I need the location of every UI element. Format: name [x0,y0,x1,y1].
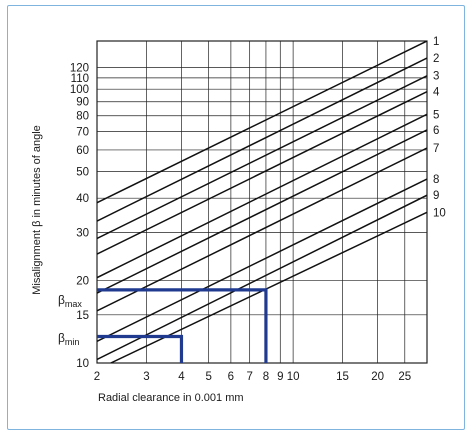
series-line-4 [97,90,427,255]
y-tick-label: 50 [76,167,89,179]
x-tick-label: 5 [205,371,211,383]
series-line-1 [97,41,427,204]
series-label-9: 9 [433,190,439,202]
chart-frame [7,5,465,430]
x-tick-label: 25 [398,371,411,383]
y-axis-title: Misalignment β in minutes of angle [31,125,43,295]
beta-max-guide [97,288,268,363]
x-tick-label: 20 [371,371,384,383]
y-tick-label: 60 [76,145,89,157]
beta-min-label: βmin [58,331,79,347]
series-line-3 [97,75,427,240]
series-label-5: 5 [433,109,439,121]
series-line-8 [97,178,427,342]
series-label-3: 3 [433,71,439,83]
series-lines [97,41,427,363]
series-line-6 [97,129,427,294]
y-tick-label: 10 [76,358,89,370]
highlight-lines [97,288,268,363]
series-label-10: 10 [433,207,446,219]
x-tick-label: 6 [228,371,234,383]
series-label-7: 7 [433,143,439,155]
series-line-9 [97,194,427,361]
x-tick-label: 8 [263,371,269,383]
series-line-10 [110,211,427,363]
beta-max-label: βmax [58,293,82,309]
y-tick-label: 20 [76,276,89,288]
x-tick-label: 9 [277,371,283,383]
y-tick-label: 40 [76,193,89,205]
x-tick-label: 2 [94,371,100,383]
x-axis-title: Radial clearance in 0.001 mm [98,392,244,404]
y-tick-label: 15 [76,310,89,322]
y-tick-label: 110 [71,73,89,85]
series-label-1: 1 [433,36,439,48]
series-label-2: 2 [433,53,439,65]
beta-min-guide [97,334,184,363]
grid [96,40,428,364]
y-tick-label: 70 [76,127,89,139]
series-label-4: 4 [433,87,440,99]
y-tick-label: 90 [76,97,89,109]
y-tick-label: 120 [70,63,89,75]
x-tick-label: 3 [143,371,149,383]
tick-labels: 2 3 4 5 6 7 8 9 10 15 20 25101520304050607080901001… [70,63,411,383]
x-tick-label: 7 [246,371,252,383]
series-labels: 1 2 3 4 5 6 7 8 9 10 [433,36,446,219]
x-tick-label: 15 [336,371,349,383]
x-tick-label: 4 [178,371,185,383]
series-line-2 [97,57,427,222]
y-tick-label: 100 [70,84,89,96]
series-line-5 [97,113,427,279]
y-tick-label: 30 [76,227,89,239]
series-label-8: 8 [433,174,439,186]
series-label-6: 6 [433,125,439,137]
x-tick-label: 10 [287,371,300,383]
series-line-7 [97,147,427,312]
y-tick-label: 80 [76,111,89,123]
